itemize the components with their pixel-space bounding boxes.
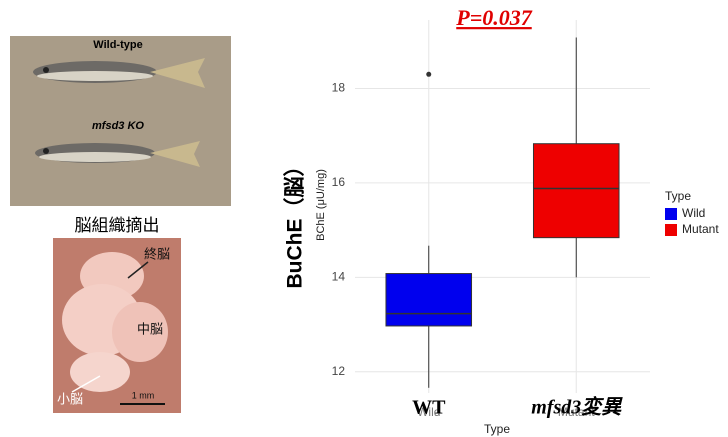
photo-label: mfsd3 KO — [92, 120, 144, 132]
y-tick-label: 14 — [332, 269, 346, 283]
box — [386, 274, 472, 326]
y-tick-label: 18 — [332, 81, 346, 95]
photo-label: Wild-type — [93, 39, 142, 51]
scale-bar-label: 1 mm — [132, 390, 155, 400]
legend-title: Type — [665, 189, 691, 203]
y-axis-label: BChE (μU/mg) — [315, 169, 327, 241]
photo-title: 脳組織摘出 — [75, 216, 160, 236]
y-tick-label: 16 — [332, 175, 346, 189]
y-axis-overlay-label: BuChE（脳） — [283, 156, 307, 289]
brain-label: 小脳 — [57, 391, 83, 406]
box — [533, 144, 619, 238]
x-axis-label: Type — [484, 422, 510, 436]
figure: Wild-type mfsd3 KO 脳組織摘出 終脳 中脳 小脳 1 mm P… — [0, 0, 728, 437]
outlier — [426, 72, 431, 77]
legend-label: Wild — [682, 206, 705, 220]
brain-label: 中脳 — [137, 321, 163, 336]
x-overlay-label: mfsd3変異 — [531, 396, 623, 419]
legend-swatch — [665, 208, 677, 220]
y-tick-label: 12 — [332, 364, 346, 378]
legend-label: Mutant — [682, 222, 719, 236]
legend-swatch — [665, 224, 677, 236]
p-value-annotation: P=0.037 — [455, 5, 532, 30]
brain-label: 終脳 — [144, 246, 170, 261]
x-overlay-label: WT — [412, 397, 446, 419]
